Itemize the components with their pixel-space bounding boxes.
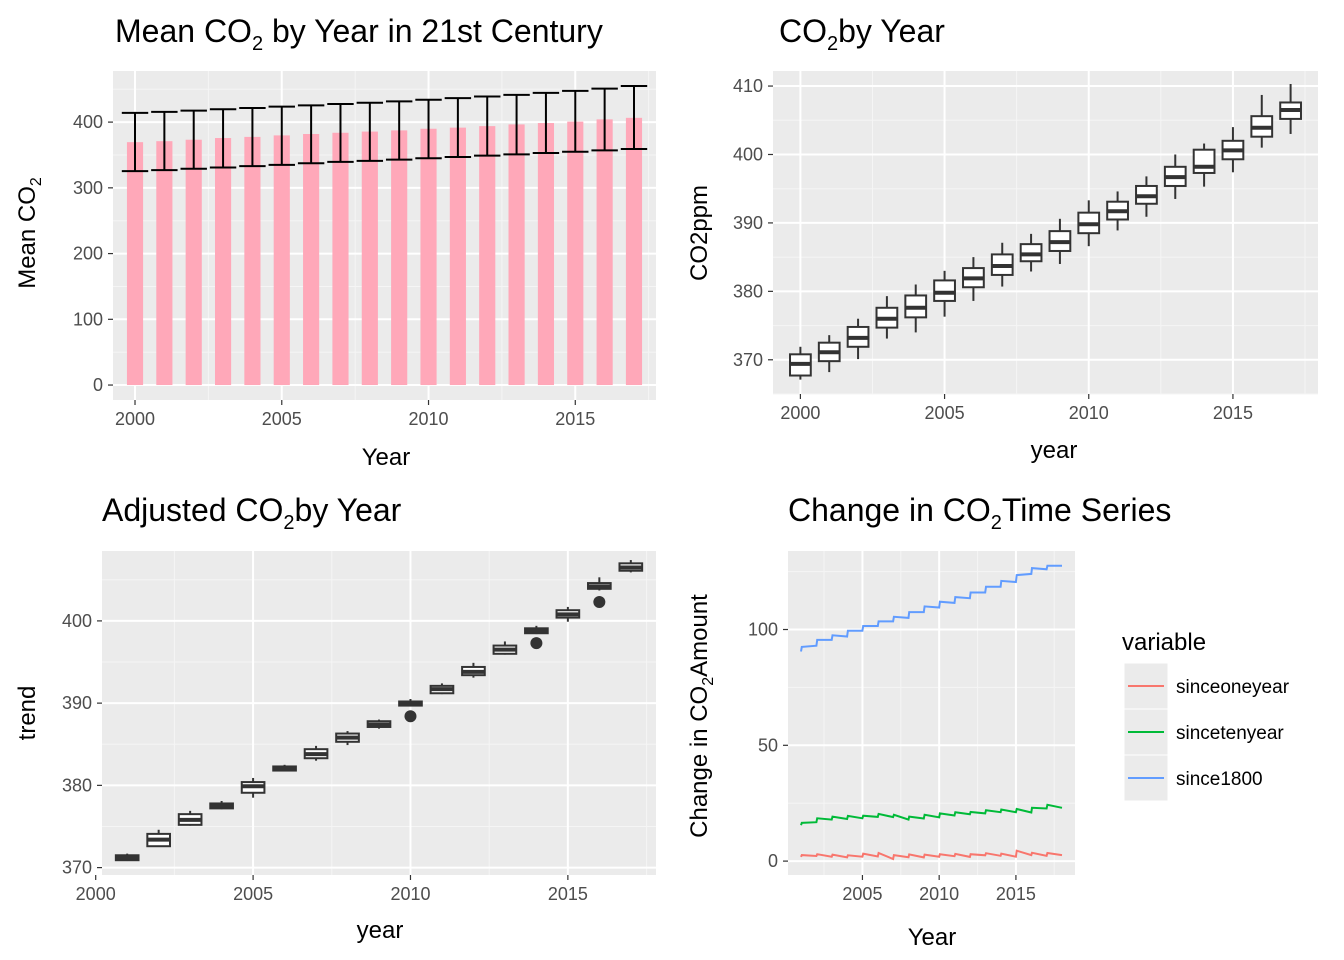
legend: variable sinceoneyear sincetenyear since18… (1122, 629, 1290, 802)
box (933, 279, 956, 302)
bar (479, 126, 496, 386)
y-tick-label: 100 (748, 620, 778, 640)
x-tick-label: 2005 (262, 409, 302, 429)
y-tick-label: 390 (62, 693, 92, 713)
bar (596, 119, 613, 386)
series-line-since1800 (800, 564, 1062, 652)
y-axis-title: Mean CO2 (14, 177, 45, 289)
legend-label: sincetenyear (1176, 723, 1284, 744)
legend-title: variable (1122, 629, 1206, 656)
chart-title: Mean CO2 by Year in 21st Century (115, 13, 603, 55)
x-tick-label: 2005 (925, 403, 965, 423)
legend-label: since1800 (1176, 769, 1263, 790)
bar (420, 128, 437, 386)
bar (391, 130, 408, 386)
bar (214, 138, 232, 386)
outlier-point (404, 710, 417, 723)
y-tick-label: 50 (758, 735, 778, 755)
y-tick-label: 400 (733, 144, 763, 164)
chart-title: Change in CO2Time Series (788, 492, 1171, 534)
bar (185, 139, 202, 386)
y-tick-label: 370 (62, 858, 92, 878)
y-axis-title: trend (14, 686, 41, 741)
y-tick-label: 300 (73, 178, 103, 198)
x-tick-label: 2015 (548, 884, 588, 904)
y-tick-label: 410 (733, 76, 763, 96)
y-tick-label: 380 (733, 281, 763, 301)
x-tick-label: 2010 (390, 884, 430, 904)
x-tick-label: 2015 (555, 409, 595, 429)
x-tick-label: 2010 (919, 884, 959, 904)
y-tick-label: 400 (73, 112, 103, 132)
bar (244, 136, 261, 386)
y-tick-label: 400 (62, 611, 92, 631)
y-tick-label: 100 (73, 309, 103, 329)
y-axis-title: Change in CO2Amount (686, 594, 717, 838)
change-in-co2-line-chart: Change in CO2Time Series Year Change in … (686, 492, 1290, 951)
bar (273, 135, 290, 386)
series-line-sinceoneyear (800, 849, 1063, 861)
x-tick-label: 2015 (1213, 403, 1253, 423)
outlier-point (593, 595, 606, 608)
outlier-point (530, 637, 543, 650)
y-tick-label: 370 (733, 350, 763, 370)
bar (537, 123, 555, 386)
bar (332, 132, 349, 386)
bar (156, 141, 173, 386)
y-tick-label: 0 (768, 851, 778, 871)
box (1192, 148, 1216, 174)
series-line-sincetenyear (800, 803, 1063, 826)
y-tick-label: 390 (733, 213, 763, 233)
adjusted-co2-boxplot: Adjusted CO2by Year year trend 2000 2005 2… (14, 492, 656, 944)
x-tick-label: 2010 (409, 409, 449, 429)
mean-co2-bar-chart: Mean CO2 by Year in 21st Century Year Me… (14, 13, 656, 471)
bar (303, 134, 320, 386)
y-tick-label: 0 (93, 375, 103, 395)
chart-title: Adjusted CO2by Year (102, 492, 402, 534)
x-tick-label: 2010 (1069, 403, 1109, 423)
panel-background (788, 551, 1075, 875)
y-axis-title: CO2ppm (686, 185, 713, 281)
x-tick-label: 2005 (233, 884, 273, 904)
x-tick-label: 2000 (76, 884, 116, 904)
bar (625, 117, 643, 386)
x-axis-title: year (357, 917, 404, 944)
bar (361, 131, 378, 386)
x-axis-title: year (1031, 437, 1078, 464)
chart-title: CO2by Year (779, 13, 945, 55)
x-tick-label: 2005 (842, 884, 882, 904)
bar (567, 121, 584, 386)
bar (126, 142, 144, 386)
panel-background (113, 71, 656, 400)
x-tick-label: 2000 (115, 409, 155, 429)
x-tick-label: 2000 (780, 403, 820, 423)
y-tick-label: 200 (73, 244, 103, 264)
x-tick-label: 2015 (996, 884, 1036, 904)
y-tick-label: 380 (62, 775, 92, 795)
bar (449, 127, 466, 386)
legend-label: sinceoneyear (1176, 677, 1290, 698)
bar (508, 124, 525, 386)
co2-by-year-boxplot: CO2by Year year CO2ppm 2000 2005 2010 2015 3… (686, 13, 1318, 464)
x-axis-title: Year (908, 924, 957, 951)
x-axis-title: Year (362, 444, 411, 471)
